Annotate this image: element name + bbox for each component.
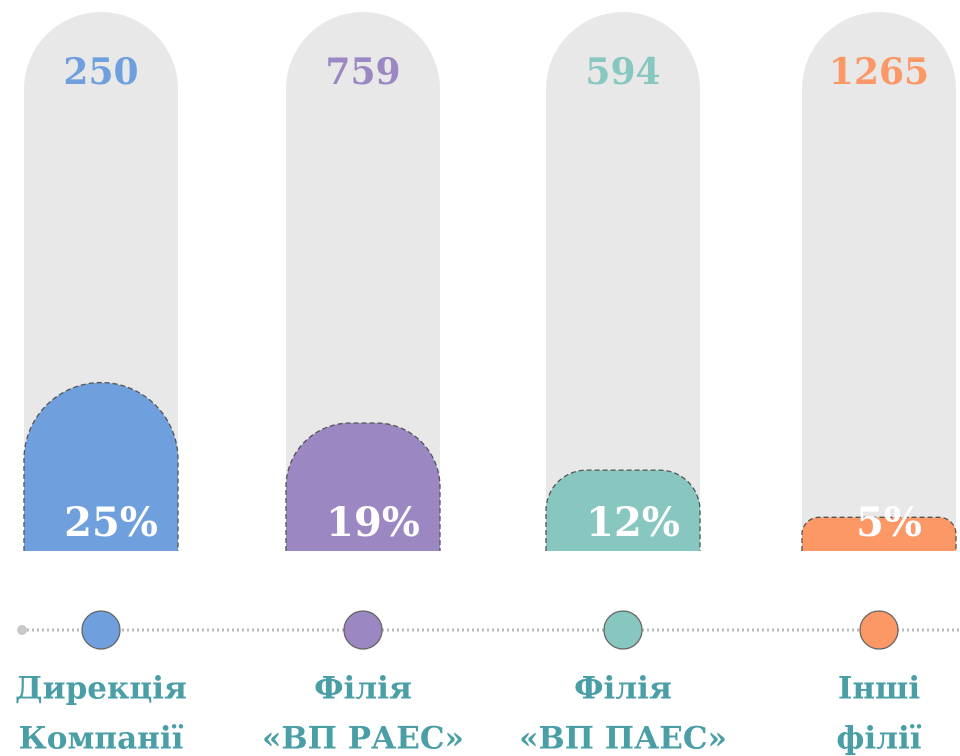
- bar: [545, 469, 701, 551]
- count-label: 250: [63, 51, 138, 93]
- category-label: Дирекція: [15, 671, 187, 707]
- category-label: «ВП ПАЕС»: [519, 721, 727, 756]
- category-label: Філія: [314, 671, 412, 707]
- category-label: Філія: [574, 671, 672, 707]
- timeline-start: [17, 625, 27, 635]
- count-label: 594: [585, 51, 660, 93]
- marker: [81, 610, 121, 650]
- count-label: 759: [325, 51, 400, 93]
- marker: [343, 610, 383, 650]
- track: [802, 12, 956, 551]
- bar: [285, 422, 441, 551]
- track: [546, 12, 700, 551]
- marker: [603, 610, 643, 650]
- category-label: «ВП РАЕС»: [262, 721, 464, 756]
- value-label: 19%: [326, 499, 420, 546]
- value-label: 5%: [856, 499, 922, 546]
- count-label: 1265: [829, 51, 929, 93]
- category-label: Інші: [838, 671, 920, 707]
- value-label: 12%: [586, 499, 680, 546]
- bar: [801, 516, 957, 551]
- bar: [23, 381, 179, 551]
- category-label: філії: [836, 721, 921, 756]
- category-label: Компанії: [19, 721, 184, 756]
- value-label: 25%: [64, 499, 158, 546]
- marker: [859, 610, 899, 650]
- track: [286, 12, 440, 551]
